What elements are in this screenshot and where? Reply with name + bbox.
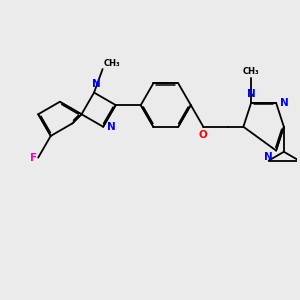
Text: F: F: [30, 153, 37, 163]
Text: N: N: [92, 79, 100, 89]
Text: N: N: [280, 98, 288, 108]
Text: CH₃: CH₃: [243, 68, 260, 76]
Text: O: O: [199, 130, 208, 140]
Text: N: N: [264, 152, 273, 162]
Text: N: N: [107, 122, 116, 132]
Text: N: N: [247, 89, 256, 99]
Text: CH₃: CH₃: [104, 59, 120, 68]
